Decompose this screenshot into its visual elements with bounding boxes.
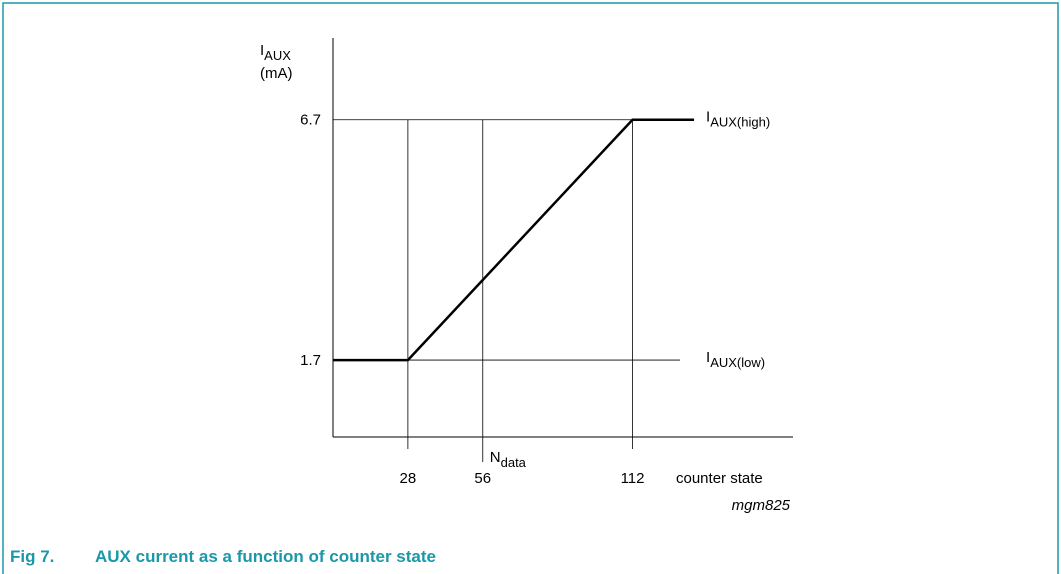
y-tick-label: 1.7 bbox=[300, 352, 321, 369]
caption-label: Fig 7. bbox=[10, 547, 54, 566]
y-tick-label: 6.7 bbox=[300, 112, 321, 129]
data-line bbox=[333, 118, 695, 362]
x-tick-label: 56 bbox=[474, 470, 491, 487]
level-label-symbol: I bbox=[706, 349, 710, 366]
caption-text: AUX current as a function of counter sta… bbox=[95, 547, 436, 566]
x-tick-label: 112 bbox=[621, 470, 645, 487]
level-label-subscript: AUX(high) bbox=[710, 115, 770, 130]
y-axis-unit: (mA) bbox=[260, 65, 293, 82]
y-axis-label: IAUX bbox=[260, 42, 291, 63]
y-label-subscript: AUX bbox=[264, 48, 291, 63]
figure-code: mgm825 bbox=[732, 497, 791, 514]
level-label-symbol: I bbox=[706, 109, 710, 126]
marker-label-symbol: N bbox=[490, 449, 501, 466]
level-label: IAUX(high) bbox=[706, 109, 770, 130]
marker-label: Ndata bbox=[490, 449, 527, 470]
y-label-symbol: I bbox=[260, 42, 264, 59]
level-label: IAUX(low) bbox=[706, 349, 765, 370]
x-axis-label: counter state bbox=[676, 470, 763, 487]
level-label-subscript: AUX(low) bbox=[710, 355, 765, 370]
marker-label-subscript: data bbox=[501, 455, 527, 470]
x-tick-label: 28 bbox=[400, 470, 417, 487]
